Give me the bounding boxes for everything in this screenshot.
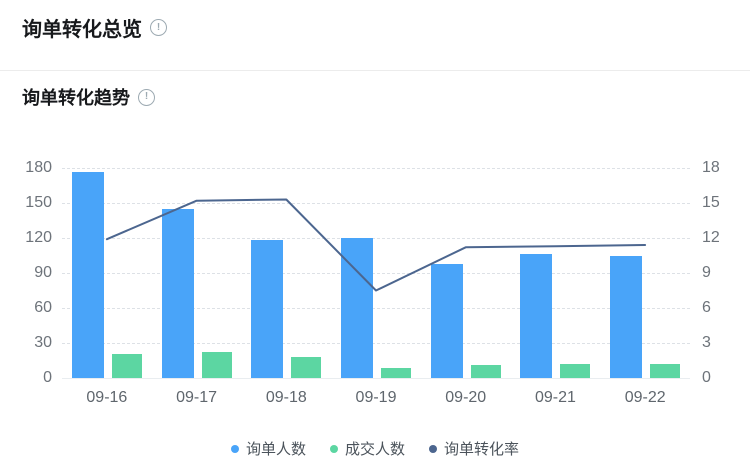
right-axis-tick-label: 15 [702,194,720,211]
legend-label: 询单转化率 [444,441,520,458]
left-axis-tick-label: 180 [25,159,52,176]
inquiry-count-bar[interactable] [251,240,284,378]
x-axis-label: 09-21 [534,389,576,406]
trend-title: 询单转化趋势 [22,88,130,108]
deal-count-bar[interactable] [560,364,591,378]
x-axis-label: 09-22 [624,389,666,406]
left-axis-tick-label: 30 [34,334,52,351]
overview-section-header: 询单转化总览 ! [22,13,167,42]
left-axis-tick-label: 120 [25,229,52,246]
info-icon[interactable]: ! [150,19,167,36]
left-axis-tick-label: 90 [34,264,52,281]
gridline [62,203,690,204]
x-axis-label: 09-17 [176,389,218,406]
gridline [62,168,690,169]
right-axis-tick-label: 6 [702,299,711,316]
legend-item-deal-count[interactable]: 成交人数 [329,438,405,459]
legend-label: 询单人数 [245,441,306,458]
chart-legend: 询单人数 成交人数 询单转化率 [0,438,750,459]
right-axis-tick-label: 9 [702,264,711,281]
x-axis-line [62,378,690,379]
category-cell-09-18 [241,168,331,378]
gridline [62,308,690,309]
inquiry-count-bar[interactable] [610,255,643,378]
deal-count-bar[interactable] [201,352,232,378]
category-cell-09-20 [421,168,511,378]
inquiry-count-bar[interactable] [71,171,104,378]
category-cell-09-17 [152,168,242,378]
legend-dot-icon [329,444,338,453]
gridline [62,273,690,274]
category-cell-09-22 [600,168,690,378]
legend-item-inquiry-count[interactable]: 询单人数 [230,438,306,459]
right-axis-tick-label: 12 [702,229,720,246]
legend-dot-icon [429,444,437,453]
gridline [62,343,690,344]
info-icon[interactable]: ! [138,88,155,106]
inquiry-count-bar[interactable] [520,254,553,378]
right-axis-tick-label: 18 [702,159,720,176]
legend-item-conversion-rate[interactable]: 询单转化率 [429,438,519,459]
x-axis-label: 09-18 [265,389,307,406]
x-axis-label: 09-20 [445,389,487,406]
overview-title: 询单转化总览 [22,19,142,41]
deal-count-bar[interactable] [381,367,412,378]
x-axis-label: 09-16 [86,389,128,406]
legend-label: 成交人数 [344,441,405,458]
category-cell-09-21 [511,168,601,378]
chart-plot-area [62,168,690,379]
x-axis-labels: 09-16 09-17 09-18 09-19 09-20 09-21 09-22 [62,389,690,407]
left-axis-tick-label: 0 [43,369,52,386]
inquiry-count-bar[interactable] [161,208,194,378]
legend-dot-icon [230,444,239,453]
x-axis-label: 09-19 [355,389,397,406]
deal-count-bar[interactable] [111,353,142,378]
right-y-axis: 0 3 6 9 12 15 18 [702,159,746,386]
left-axis-tick-label: 60 [34,299,52,316]
trend-section-header: 询单转化趋势 ! [22,84,155,110]
bars-layer [62,168,690,378]
deal-count-bar[interactable] [650,364,681,378]
right-axis-tick-label: 0 [702,369,711,386]
section-divider [0,70,750,71]
deal-count-bar[interactable] [470,365,501,378]
left-y-axis: 0 30 60 90 120 150 180 [0,159,52,386]
category-cell-09-16 [62,168,152,378]
gridline [62,238,690,239]
conversion-rate-line-layer [105,198,647,292]
inquiry-count-bar[interactable] [430,263,463,378]
right-axis-tick-label: 3 [702,334,711,351]
conversion-rate-line[interactable] [105,198,647,292]
left-axis-tick-label: 150 [25,194,52,211]
deal-count-bar[interactable] [291,357,322,378]
